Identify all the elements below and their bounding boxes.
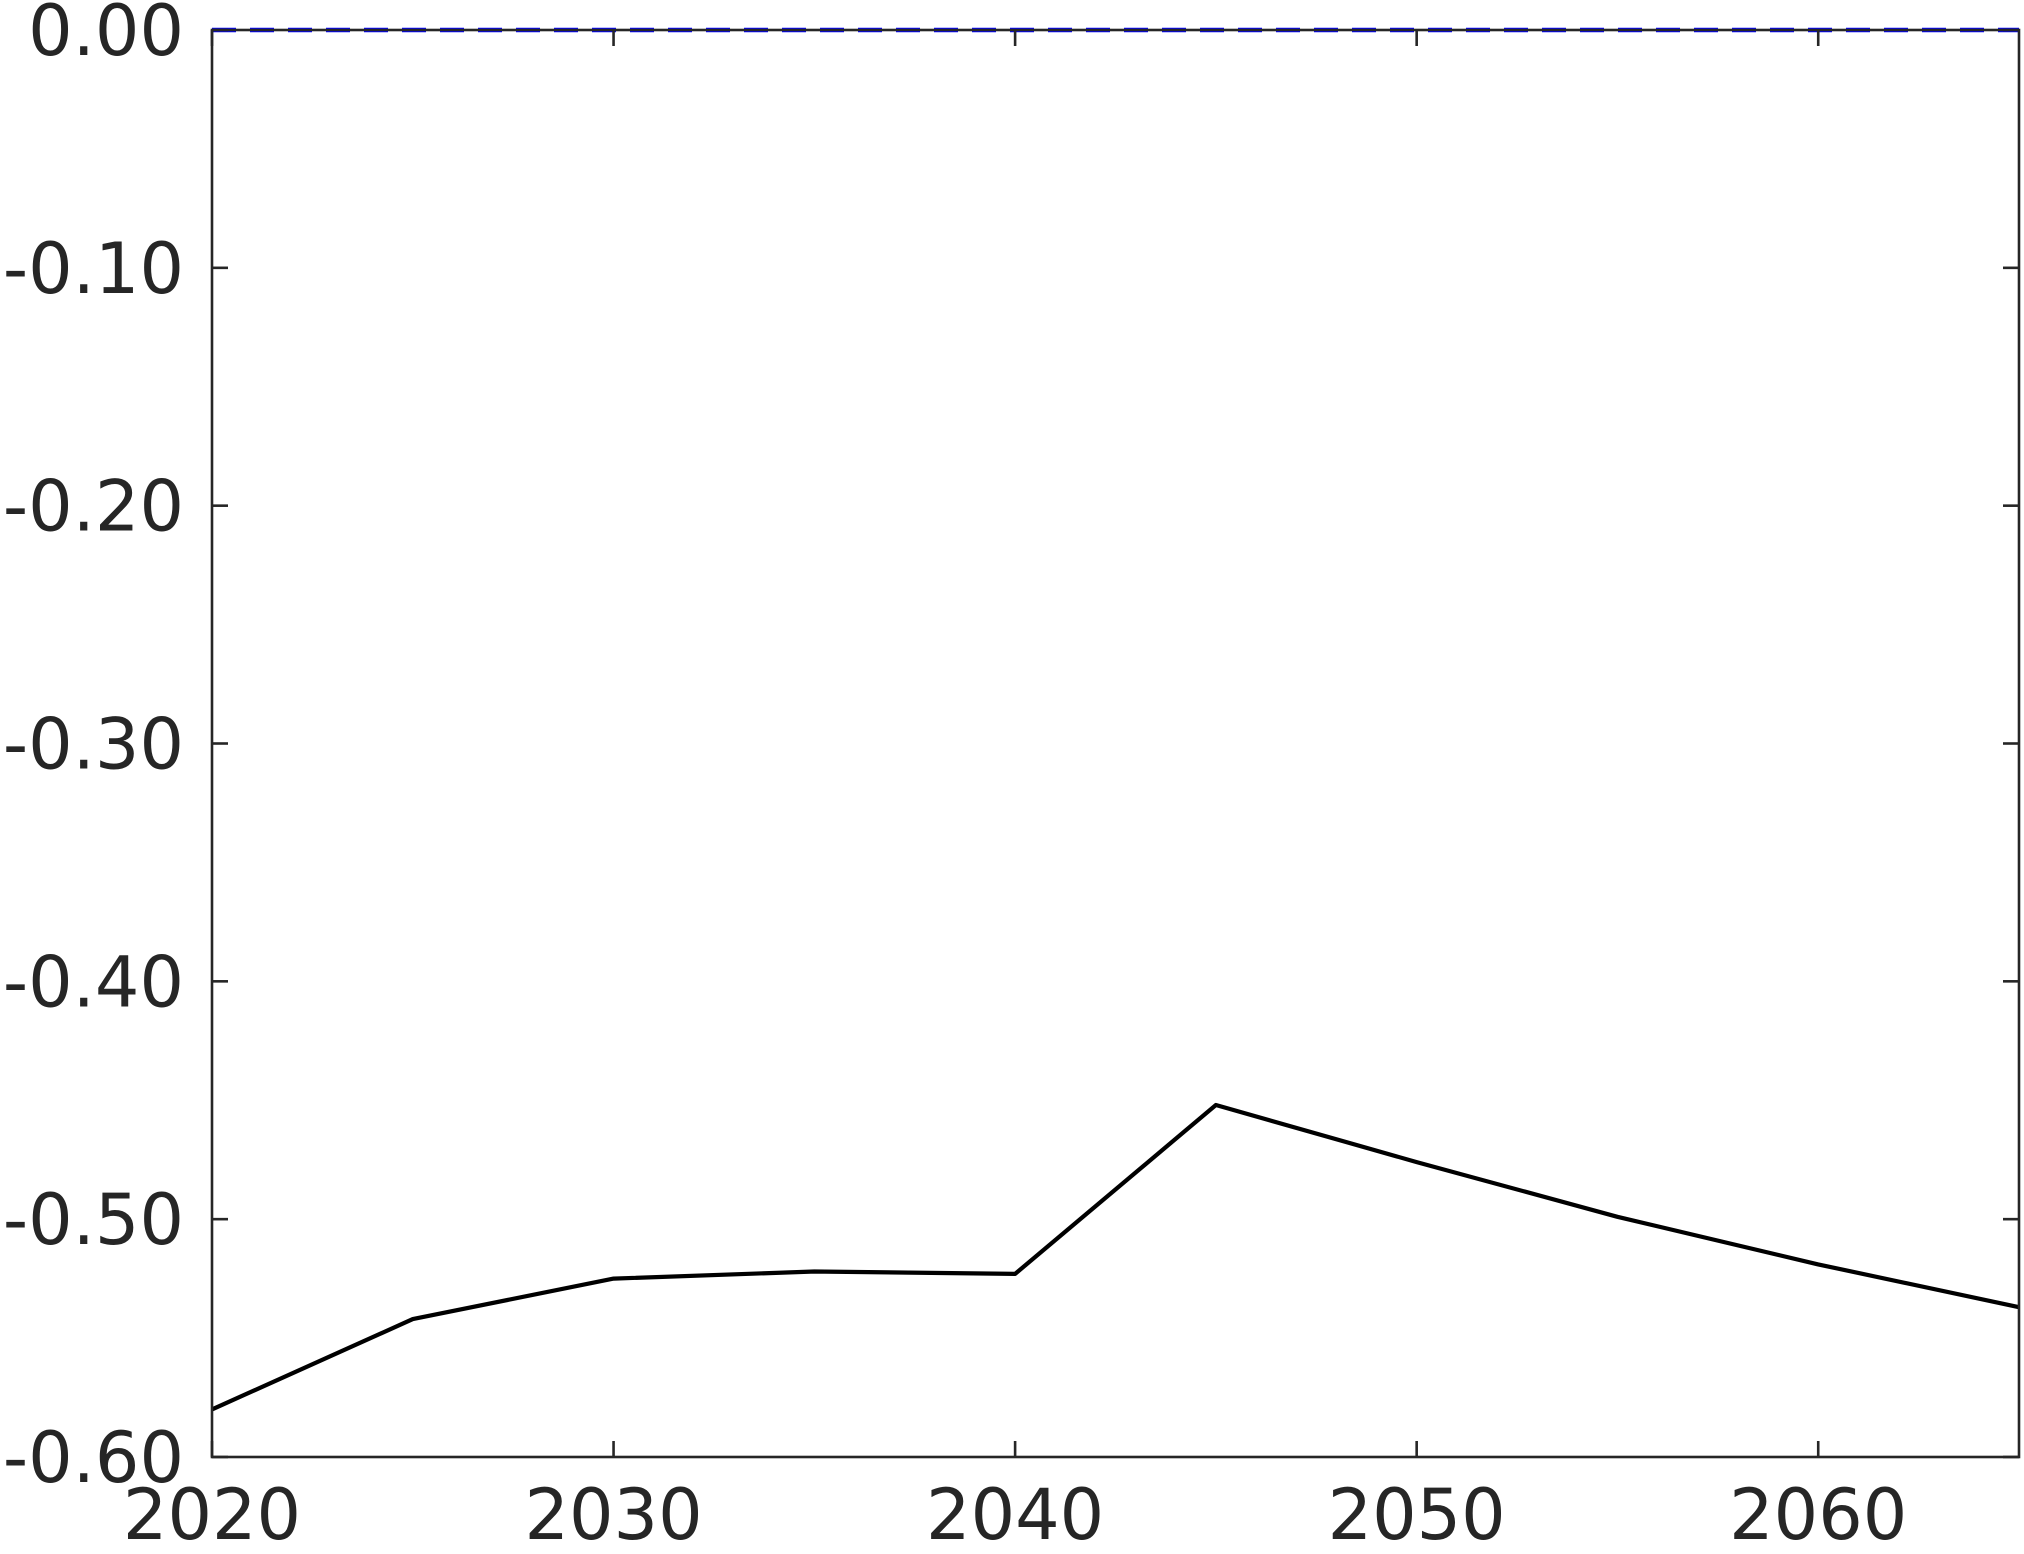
- series-black-line: [211, 1102, 2020, 1412]
- x-tick-label: 2060: [1729, 1474, 1907, 1554]
- axes-layer: [210, 28, 2021, 1459]
- y-tick-label: -0.10: [3, 228, 184, 310]
- y-tick-label: -0.20: [3, 466, 184, 548]
- x-tick-label: 2030: [524, 1474, 702, 1554]
- x-tick-label: 2050: [1328, 1474, 1506, 1554]
- axes-box: [210, 28, 2021, 1459]
- tick-labels: 2020 2030 2040 2050 2060 0.00 -0.10 -0.20 -0.30 -…: [3, 0, 1907, 1554]
- y-tick-label: 0.00: [28, 0, 184, 72]
- y-tick-label: -0.50: [3, 1179, 184, 1261]
- y-tick-label: -0.60: [3, 1417, 184, 1499]
- series-layer: [211, 27, 2020, 1412]
- y-tick-label: -0.40: [3, 941, 184, 1023]
- x-tick-label: 2020: [123, 1474, 301, 1554]
- y-tick-label: -0.30: [3, 704, 184, 786]
- x-tick-label: 2040: [926, 1474, 1104, 1554]
